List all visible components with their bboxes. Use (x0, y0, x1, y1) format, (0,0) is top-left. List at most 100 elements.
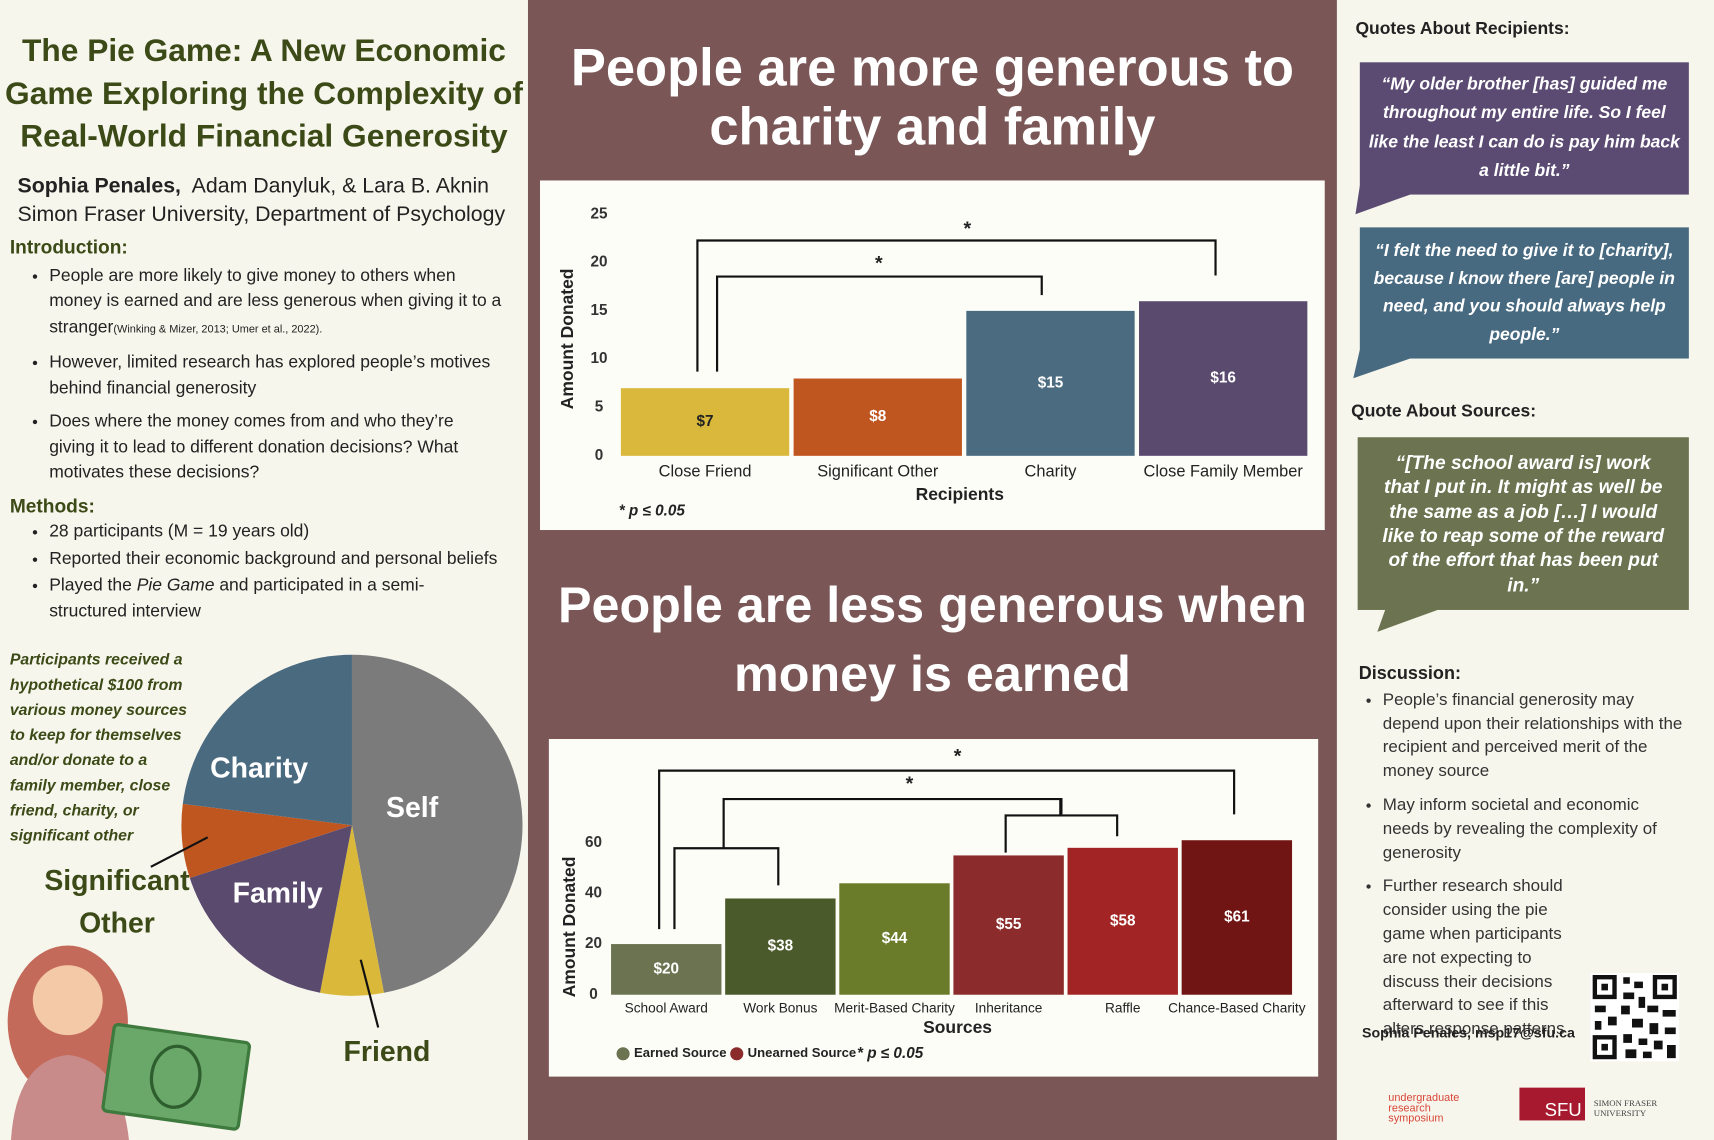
leader-line (359, 959, 380, 1028)
bar-chart: 0 20 40 60 School Award Work Bonus Merit-Based… (548, 738, 1319, 1077)
emphasis: Pie Game (136, 576, 215, 595)
bar (839, 883, 950, 995)
speech-bubbles (1353, 62, 1689, 632)
value-label: $16 (1210, 370, 1236, 387)
x-tick-label: Raffle (1105, 1001, 1140, 1016)
y-tick-label: 40 (585, 884, 602, 901)
bullet: May inform societal and economic needs b… (1383, 794, 1687, 865)
author-line: Sophia Penales, Adam Danyluk, & Lara B. … (17, 172, 505, 200)
legend-label: Earned Source (634, 1045, 727, 1060)
value-label: $55 (996, 916, 1022, 933)
footnote: * p ≤ 0.05 (619, 503, 686, 520)
bullet-list: People are more likely to give money to … (10, 263, 502, 486)
bill-mark (149, 1044, 202, 1109)
bill (101, 1022, 252, 1131)
contact: Sophia Penales, msp17@sfu.ca (1362, 1024, 1575, 1041)
section-heading: Methods: (9, 494, 95, 517)
x-tick-label: Merit-Based Charity (834, 1001, 955, 1016)
bubble-tail (1353, 349, 1411, 379)
x-axis-label: Sources (923, 1017, 992, 1037)
bar (611, 944, 722, 995)
bubble-tail (1355, 185, 1411, 215)
significance-bracket (715, 275, 1043, 372)
bullet: Does where the money comes from and who … (49, 409, 502, 486)
pie-caption: Participants received a hypothetical $10… (9, 651, 187, 845)
pie-slice (351, 654, 523, 993)
bullet: Played the Pie Game and participated in … (49, 573, 502, 624)
pie-slice (320, 825, 384, 996)
poster-title: The Pie Game: A New Economic Game Explor… (5, 33, 523, 155)
qr-pattern (1592, 975, 1677, 1060)
bullet: 28 participants (M = 19 years old) (49, 519, 502, 545)
y-tick-label: 20 (591, 254, 608, 271)
significance-star: * (875, 253, 883, 275)
significance-star: * (964, 218, 972, 240)
significance-bracket (658, 769, 1236, 930)
money (101, 1022, 252, 1131)
legend-swatch (730, 1047, 744, 1061)
pie-label: Charity (210, 751, 309, 785)
y-tick-label: 0 (589, 986, 598, 1003)
bar (1067, 847, 1178, 995)
leader-line (150, 836, 209, 868)
headline: People are more generous to charity and … (570, 39, 1294, 157)
value-label: $38 (768, 938, 794, 955)
bubble (1357, 437, 1689, 610)
pie-slice (182, 654, 352, 826)
face (32, 965, 103, 1036)
x-tick-label: Work Bonus (743, 1001, 817, 1016)
sfu-logo: SFU (1519, 1087, 1586, 1121)
bullet-text: and participated in a semi-structured in… (49, 576, 425, 621)
x-tick-label: School Award (625, 1001, 708, 1016)
bar (620, 388, 790, 456)
y-tick-label: 10 (591, 350, 608, 367)
pie-label: Self (386, 790, 439, 824)
section-heading: Discussion: (1358, 663, 1461, 684)
bar-chart: 0 5 10 15 20 25 Close Friend Significant Other C… (539, 180, 1325, 531)
y-tick-label: 0 (595, 447, 604, 464)
value-label: $44 (882, 930, 908, 947)
x-tick-label: Significant Other (817, 463, 939, 481)
x-axis-label: Recipients (916, 484, 1004, 504)
bar (725, 898, 836, 995)
significance-star: * (954, 746, 962, 768)
symposium-logo: undergraduate research symposium (1388, 1092, 1460, 1125)
quotes-heading: Quote About Sources: (1351, 402, 1537, 421)
value-label: $8 (869, 408, 887, 425)
value-label: $7 (697, 413, 714, 430)
quotes-heading: Quotes About Recipients: (1355, 19, 1570, 39)
bullet: People are more likely to give money to … (49, 263, 502, 342)
pie-chart (150, 654, 523, 1028)
authors: Sophia Penales, Adam Danyluk, & Lara B. … (17, 172, 505, 229)
y-tick-label: 15 (591, 302, 609, 319)
body (10, 1054, 129, 1140)
y-tick-label: 20 (585, 935, 602, 952)
quote: “My older brother [has] guided me throug… (1368, 74, 1680, 181)
headline: People are less generous when money is e… (557, 576, 1307, 702)
x-tick-label: Charity (1025, 463, 1078, 481)
y-axis-label: Amount Donated (557, 269, 577, 410)
bubble-tail (1377, 601, 1438, 632)
value-label: $15 (1038, 374, 1064, 391)
bullet: People’s financial generosity may depend… (1383, 688, 1687, 783)
university-name: SIMON FRASER UNIVERSITY (1593, 1098, 1658, 1119)
x-tick-label: Close Friend (659, 463, 752, 481)
quote: “I felt the need to give it to [charity]… (1373, 241, 1675, 344)
value-label: $58 (1110, 912, 1136, 929)
y-axis-label: Amount Donated (559, 857, 579, 998)
y-tick-label: 60 (585, 834, 602, 851)
bullet-list: People’s financial generosity may depend… (1359, 688, 1687, 1041)
bullet-text: People are more likely to give money to … (49, 266, 502, 337)
bar (793, 378, 962, 456)
x-tick-label: Chance-Based Charity (1168, 1001, 1306, 1016)
bullet: However, limited research has explored p… (49, 350, 502, 401)
discussion: Discussion: People’s financial generosit… (1359, 662, 1687, 1051)
bullet-list: 28 participants (M = 19 years old) Repor… (10, 519, 502, 624)
bar (953, 855, 1064, 995)
y-tick-label: 25 (591, 205, 609, 222)
bar (966, 310, 1135, 456)
x-tick-label: Close Family Member (1144, 463, 1304, 481)
